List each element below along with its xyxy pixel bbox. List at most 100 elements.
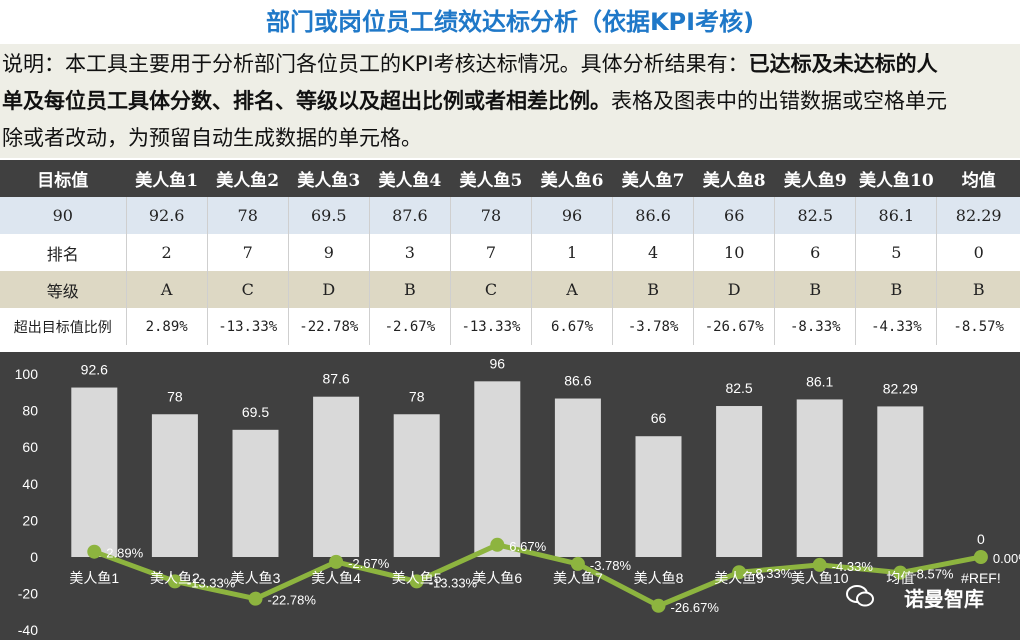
table-cell-scores: 66	[693, 197, 776, 234]
table-cell-rank: 排名	[0, 234, 127, 271]
table-cell-grade: B	[774, 271, 857, 308]
table-cell-header: 美人鱼2	[207, 160, 289, 197]
bar-value-label: 78	[409, 388, 425, 404]
table-cell-grade: D	[288, 271, 370, 308]
x-category-label: 美人鱼2	[150, 570, 200, 586]
bar	[635, 436, 682, 557]
table-cell-scores: 96	[531, 197, 614, 234]
ratio-point	[570, 556, 585, 571]
ratio-point	[329, 554, 344, 569]
table-cell-header: 美人鱼7	[612, 160, 695, 197]
bar-value-label: 86.6	[564, 373, 591, 389]
x-category-label: 美人鱼3	[231, 570, 281, 586]
table-cell-rank: 0	[936, 234, 1020, 271]
table-cell-header: 美人鱼10	[855, 160, 938, 197]
y-tick-label: 100	[15, 366, 39, 382]
table-cell-rank: 3	[369, 234, 451, 271]
table-cell-ratio: -3.78%	[612, 308, 695, 345]
bar-value-label: 69.5	[242, 404, 269, 420]
description-text: 说明：本工具主要用于分析部门各位员工的KPI考核达标情况。具体分析结果有：	[2, 52, 749, 76]
ratio-point	[732, 565, 747, 580]
x-category-label: 美人鱼6	[472, 570, 522, 586]
wechat-icon	[846, 585, 874, 607]
bar	[393, 414, 440, 557]
table-cell-ratio: -2.67%	[369, 308, 451, 345]
table-cell-header: 美人鱼1	[126, 160, 208, 197]
table-cell-rank: 2	[126, 234, 208, 271]
table-cell-header: 均值	[936, 160, 1020, 197]
ratio-value-label: -3.78%	[590, 558, 632, 573]
ratio-value-label: -22.78%	[268, 593, 317, 608]
table-cell-scores: 78	[207, 197, 289, 234]
description-bold: 单及每位员工具体分数、排名、等级以及超出比例或者相差比例。	[2, 89, 611, 113]
table-cell-ratio: -13.33%	[450, 308, 533, 345]
table-cell-scores: 82.29	[936, 197, 1020, 234]
table-cell-grade: A	[126, 271, 208, 308]
ratio-value-label: -4.33%	[832, 559, 874, 574]
bar-value-label: 66	[651, 410, 667, 426]
table-cell-grade: C	[207, 271, 289, 308]
bar-value-label: 82.29	[883, 380, 918, 396]
ratio-point	[87, 544, 102, 559]
ratio-value-label: 0.00%	[993, 551, 1020, 566]
table-cell-scores: 86.1	[855, 197, 938, 234]
description-bold: 已达标及未达标的人	[748, 52, 938, 76]
y-tick-label: 40	[22, 476, 38, 492]
ratio-point	[409, 574, 424, 589]
table-cell-rank: 7	[207, 234, 289, 271]
table-cell-header: 美人鱼5	[450, 160, 533, 197]
table-cell-scores: 69.5	[288, 197, 370, 234]
x-category-label: 美人鱼10	[791, 570, 849, 586]
table-cell-grade: B	[369, 271, 451, 308]
table-cell-ratio: -8.33%	[774, 308, 857, 345]
table-row-rank: 排名 2 7 9 3 7 1 4 10 6 5 0	[0, 234, 1020, 271]
table-cell-header: 美人鱼8	[693, 160, 776, 197]
y-tick-label: 0	[30, 549, 38, 565]
table-row-ratio: 超出目标值比例 2.89% -13.33% -22.78% -2.67% -13.33% 6…	[0, 308, 1020, 345]
bar	[151, 414, 198, 557]
y-tick-label: -40	[18, 622, 38, 638]
table-cell-grade: C	[450, 271, 533, 308]
x-category-label: 均值	[886, 570, 914, 586]
table-cell-grade: B	[612, 271, 695, 308]
bar-value-label: 86.1	[806, 373, 833, 389]
bar	[716, 406, 763, 557]
table-cell-grade: B	[936, 271, 1020, 308]
x-category-label: 美人鱼1	[69, 570, 119, 586]
table-cell-rank: 9	[288, 234, 370, 271]
table-cell-rank: 1	[531, 234, 614, 271]
table-cell-ratio: 超出目标值比例	[0, 308, 127, 345]
kpi-chart: 100 80 60 40 20 0 -20 -40 92.6 78 69.5 87.6 78 96 86.6…	[0, 352, 1020, 640]
x-category-label: 美人鱼5	[392, 570, 442, 586]
table-cell-ratio: 2.89%	[126, 308, 208, 345]
description-box: 说明：本工具主要用于分析部门各位员工的KPI考核达标情况。具体分析结果有：已达标…	[0, 44, 1020, 158]
y-tick-label: -20	[18, 586, 38, 602]
x-category-label: 美人鱼8	[634, 570, 684, 586]
table-cell-rank: 7	[450, 234, 533, 271]
page-title: 部门或岗位员工绩效达标分析（依据KPI考核)	[0, 0, 1020, 44]
x-category-label: 美人鱼9	[714, 570, 764, 586]
table-cell-grade: B	[855, 271, 938, 308]
ratio-value-label: 2.89%	[106, 546, 143, 561]
table-cell-rank: 10	[693, 234, 776, 271]
description-text: 表格及图表中的出错数据或空格单元	[611, 89, 947, 113]
ratio-line	[93, 542, 982, 609]
watermark-text: 诺曼智库	[904, 587, 984, 611]
ratio-point	[651, 598, 666, 613]
table-cell-rank: 4	[612, 234, 695, 271]
bar	[313, 396, 360, 557]
table-cell-ratio: -26.67%	[693, 308, 776, 345]
description-line-1: 说明：本工具主要用于分析部门各位员工的KPI考核达标情况。具体分析结果有：已达标…	[0, 46, 1020, 83]
x-category-label: 美人鱼7	[553, 570, 603, 586]
description-text: 除或者改动，为预留自动生成数据的单元格。	[2, 126, 422, 150]
table-cell-ratio: -4.33%	[855, 308, 938, 345]
bar	[877, 406, 924, 557]
table-cell-ratio: -13.33%	[207, 308, 289, 345]
table-cell-scores: 90	[0, 197, 127, 234]
table-cell-rank: 5	[855, 234, 938, 271]
bar	[796, 399, 843, 557]
table-cell-header: 美人鱼9	[774, 160, 857, 197]
y-tick-label: 80	[22, 403, 38, 419]
y-tick-label: 20	[22, 512, 38, 528]
bar-value-label: 96	[490, 355, 506, 371]
